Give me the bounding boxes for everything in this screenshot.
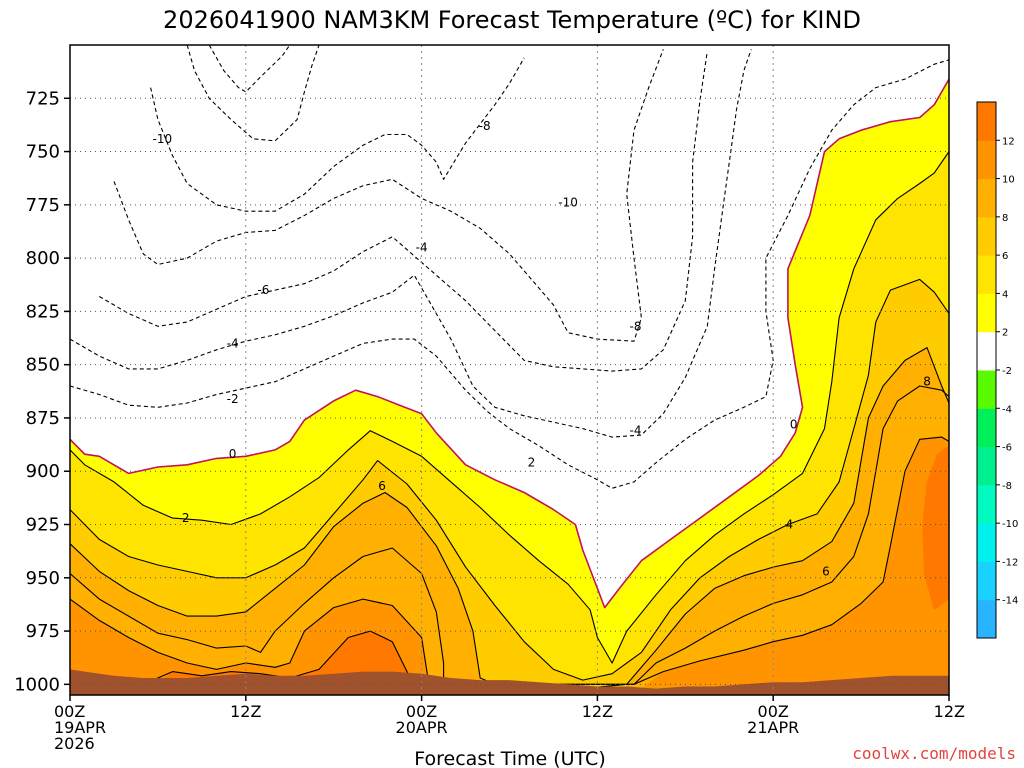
y-tick-label: 950 [26, 568, 60, 589]
x-tick-label: 19APR [54, 718, 106, 737]
colorbar-tick-label: 8 [1002, 213, 1008, 224]
grid [70, 45, 949, 695]
contour-12 [143, 630, 415, 685]
y-tick-label: 750 [26, 142, 60, 163]
plot-area [70, 45, 949, 695]
x-tick-label: 20APR [396, 718, 448, 737]
x-axis-label: Forecast Time (UTC) [414, 748, 605, 768]
contour--12 [186, 45, 320, 142]
colorbar-swatch [977, 102, 996, 141]
contour-label: -4 [416, 240, 428, 254]
colorbar-tick-label: 2 [1002, 328, 1008, 339]
contour-label: 8 [923, 375, 931, 389]
ground-surface [70, 669, 949, 695]
contour-label: -2 [227, 392, 239, 406]
x-tick-label: 2026 [54, 734, 95, 753]
colorbar-swatch [977, 140, 996, 180]
colorbar-tick-label: -4 [1002, 404, 1012, 415]
contour-label: 2 [182, 511, 190, 525]
y-tick-label: 925 [26, 515, 60, 536]
colorbar-tick-label: 10 [1002, 175, 1015, 186]
y-tick-label: 875 [26, 408, 60, 429]
contour--14 [208, 45, 291, 93]
contour-label: -10 [152, 132, 172, 146]
x-tick-label: 00Z [758, 702, 789, 721]
y-tick-label: 825 [26, 301, 60, 322]
x-tick-label: 12Z [230, 702, 261, 721]
colorbar: -14 -12 -10 -8 -6 -4 -2 2 4 6 8 10 12 [976, 101, 1018, 639]
colorbar-tick-label: -14 [1002, 596, 1018, 607]
colorbar-tick-label: -8 [1002, 481, 1012, 492]
y-tick-label: 1000 [14, 674, 60, 695]
colorbar-tick-label: -6 [1002, 443, 1012, 454]
x-tick-label: 21APR [747, 718, 799, 737]
plot-frame [69, 44, 950, 696]
contour-label: 2 [528, 456, 536, 470]
x-tick-label: 12Z [934, 702, 965, 721]
contour-0 [70, 78, 949, 609]
colorbar-swatch [977, 293, 996, 333]
contour-labels: -10 -8 -4 -6 -4 -2 0 2 6 -8 -4 2 0 4 6 8 -10 [152, 119, 930, 578]
contour-label: 6 [822, 564, 830, 578]
colorbar-swatch [977, 599, 996, 639]
colorbar-swatch [977, 523, 996, 562]
contour-label: 6 [378, 479, 386, 493]
contour-label: 0 [229, 447, 237, 461]
x-tick-label: 00Z [54, 702, 85, 721]
colorbar-tick-label: -2 [1002, 366, 1012, 377]
contour--10 [150, 57, 525, 212]
contour--2 [70, 59, 949, 489]
x-tick-label: 00Z [406, 702, 437, 721]
colorbar-tick-label: 6 [1002, 251, 1008, 262]
contour--8 [113, 49, 664, 342]
contour-label: 0 [790, 417, 798, 431]
colorbar-tick-label: 4 [1002, 289, 1008, 300]
y-tick-label: 975 [26, 621, 60, 642]
y-axis: 725 750 775 800 825 850 875 900 925 950 975 1000 [14, 88, 70, 695]
contour-2 [70, 151, 949, 664]
colorbar-tick-label: -12 [1002, 557, 1018, 568]
colorbar-swatch [977, 484, 996, 524]
temp-band-14 [922, 445, 949, 611]
colorbar-swatch [977, 255, 996, 294]
credit-text: coolwx.com/models [852, 744, 1016, 763]
colorbar-swatch [977, 178, 996, 218]
contour--4 [70, 49, 752, 438]
contour-4 [70, 278, 949, 681]
colorbar-swatch [977, 216, 996, 256]
colorbar-swatch [977, 408, 996, 448]
colorbar-tick-label: -10 [1002, 519, 1018, 530]
chart-title: 2026041900 NAM3KM Forecast Temperature (… [163, 6, 861, 34]
colorbar-swatch [977, 561, 996, 601]
contour-label: 4 [785, 518, 793, 532]
y-tick-label: 850 [26, 355, 60, 376]
colorbar-swatch [977, 331, 996, 371]
y-tick-label: 800 [26, 248, 60, 269]
contour-label: -8 [479, 119, 491, 133]
y-tick-label: 775 [26, 195, 60, 216]
contour-label: -10 [558, 196, 578, 210]
contour-label: -8 [630, 319, 642, 333]
y-tick-label: 900 [26, 461, 60, 482]
colorbar-swatch [977, 446, 996, 486]
contour-label: -6 [257, 283, 269, 297]
contour-label: -4 [630, 424, 642, 438]
contour-label: -4 [227, 336, 239, 350]
colorbar-tick-label: 12 [1002, 136, 1015, 147]
x-tick-label: 12Z [582, 702, 613, 721]
y-tick-label: 725 [26, 88, 60, 109]
colorbar-swatch [977, 370, 996, 409]
